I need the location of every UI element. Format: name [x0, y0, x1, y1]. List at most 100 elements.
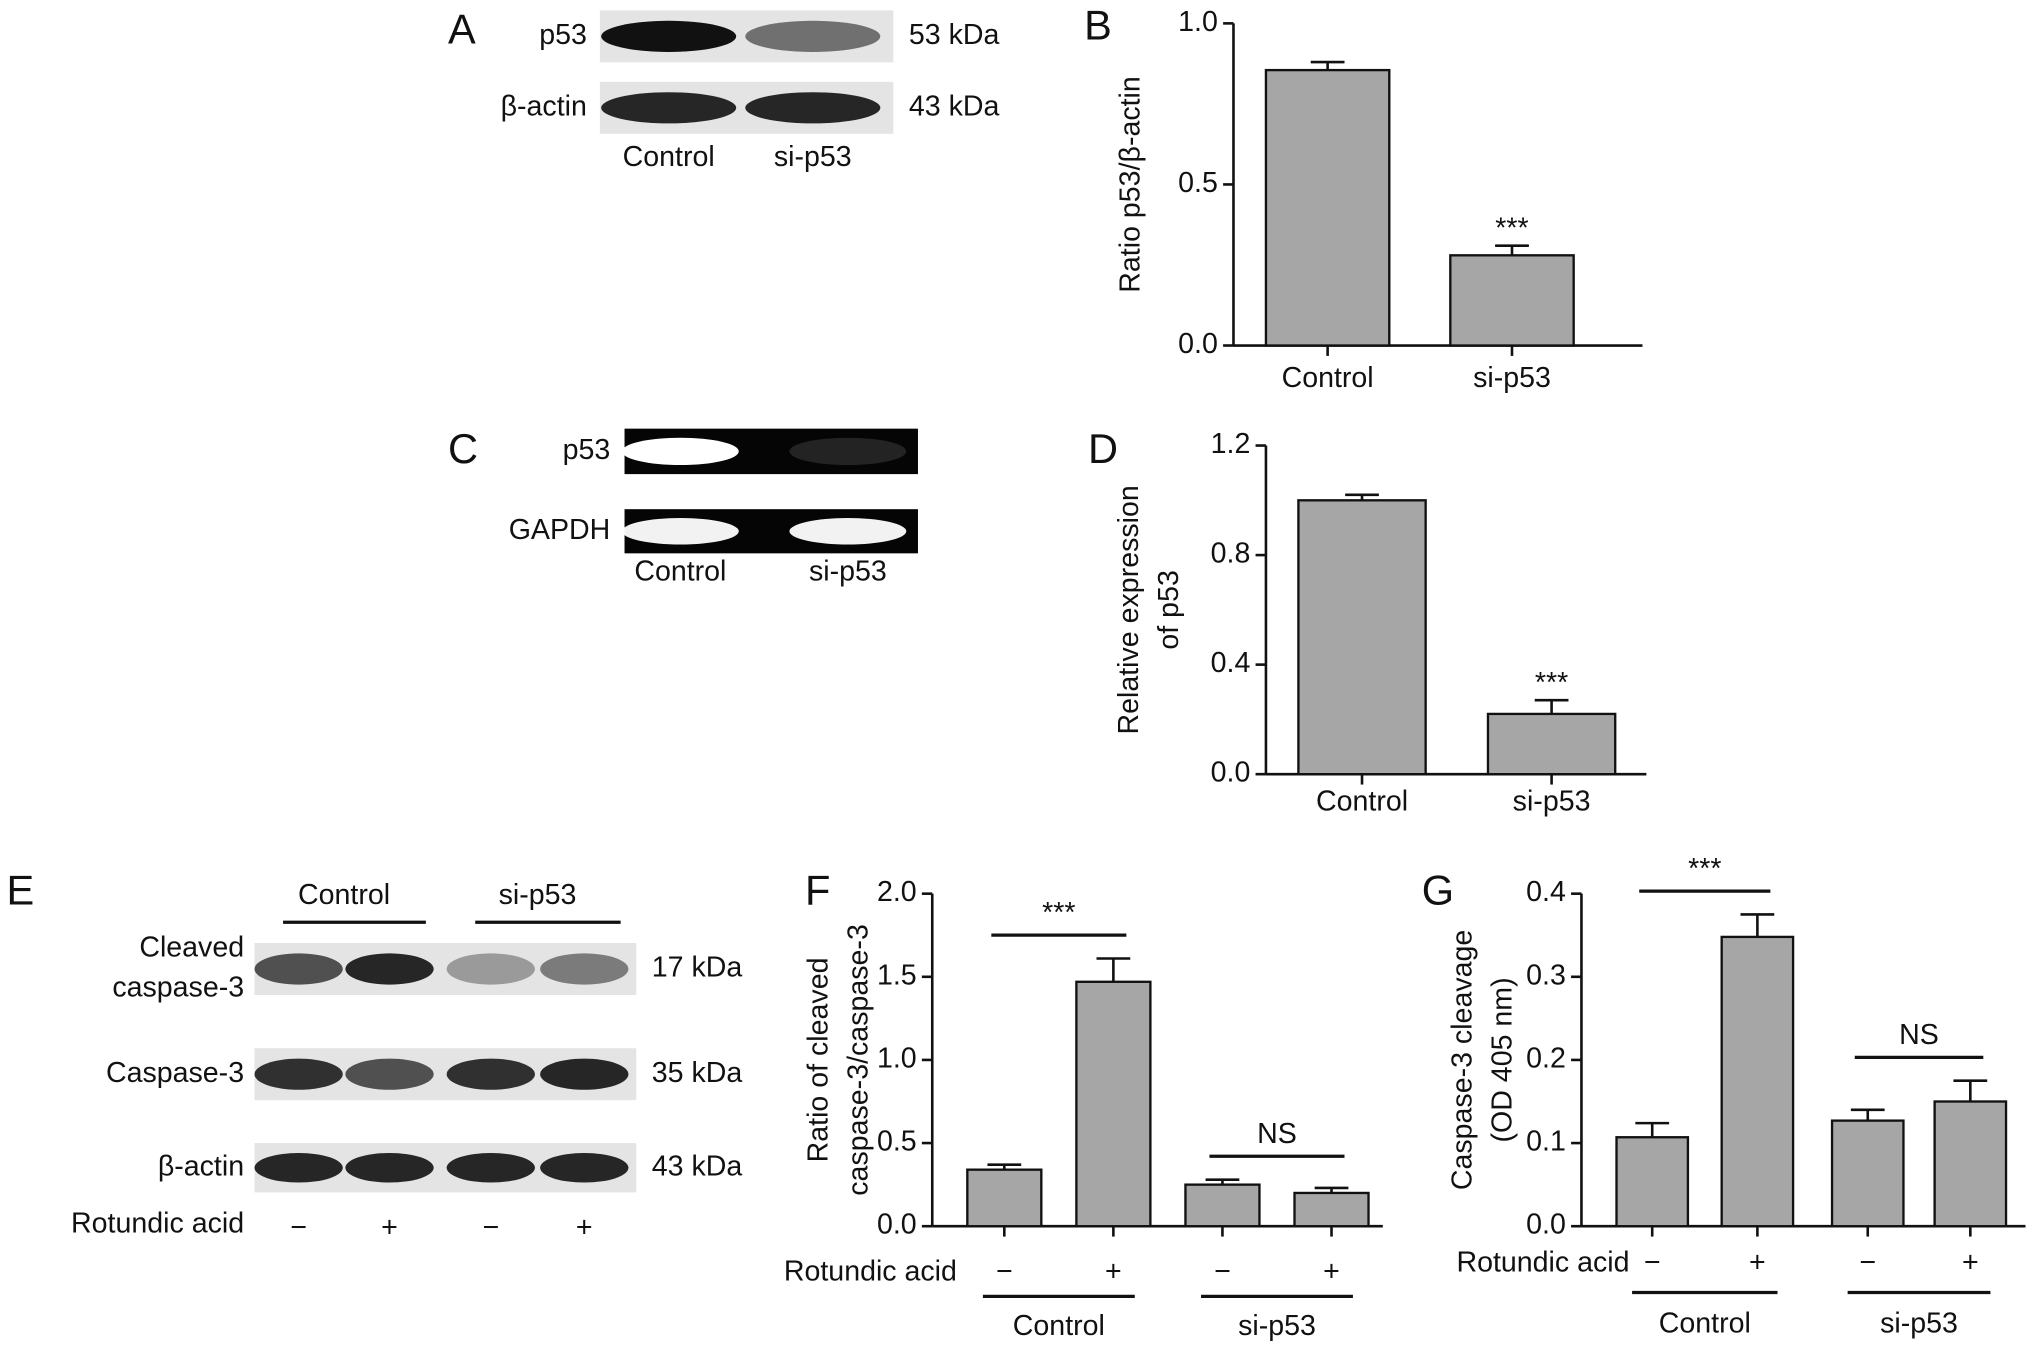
- x-tick-label: Control: [1316, 785, 1408, 817]
- error-bar: [1740, 913, 1775, 937]
- treatment-sign: −: [482, 1211, 499, 1243]
- bar: [966, 1168, 1043, 1228]
- blot-band: [789, 437, 907, 466]
- y-tick-label: 1.2: [1211, 428, 1251, 460]
- treatment-sign: +: [381, 1211, 398, 1243]
- group-label: Control: [1659, 1307, 1751, 1339]
- x-tick-label: +: [1749, 1246, 1766, 1278]
- bar: [1720, 935, 1795, 1228]
- blot-band: [254, 953, 343, 985]
- y-axis-label: Caspase-3 cleavage: [1446, 930, 1478, 1190]
- y-tick-label: 0.0: [1178, 328, 1218, 360]
- y-tick-label: 1.0: [1178, 6, 1218, 38]
- x-tick-label: −: [1644, 1246, 1661, 1278]
- treatment-sign: −: [290, 1211, 307, 1243]
- blot-band: [540, 953, 629, 985]
- blot-row-label: Caspase-3: [106, 1057, 244, 1089]
- error-bar: [1850, 1108, 1885, 1121]
- y-axis-label: of p53: [1153, 570, 1185, 649]
- blot-row-label: GAPDH: [509, 514, 611, 546]
- blot-band: [789, 518, 907, 545]
- y-tick-label: 0.8: [1211, 538, 1251, 570]
- x-tick-label: +: [1105, 1256, 1122, 1288]
- error-bar: [1534, 698, 1569, 714]
- treatment-label: Rotundic acid: [1456, 1246, 1629, 1278]
- y-tick-label: 0.0: [1211, 757, 1251, 789]
- y-tick-label: 0.5: [877, 1126, 917, 1158]
- panel-label: D: [1088, 425, 1118, 472]
- y-tick-label: 1.5: [877, 959, 917, 991]
- error-bar: [1096, 957, 1131, 982]
- bar: [1449, 254, 1575, 347]
- y-axis-label: Ratio of cleaved: [802, 957, 834, 1162]
- lane-label: Control: [623, 141, 715, 173]
- blot-band: [254, 1058, 343, 1090]
- blot-band: [254, 1152, 343, 1183]
- x-tick-label: si-p53: [1513, 785, 1591, 817]
- blot-band: [601, 92, 737, 124]
- molecular-weight: 35 kDa: [652, 1057, 743, 1089]
- panel-label: A: [448, 5, 476, 52]
- panel-label: F: [805, 867, 830, 914]
- bar: [1075, 980, 1152, 1228]
- error-bar: [1495, 244, 1529, 256]
- blot-band: [621, 518, 739, 545]
- blot-row-label: p53: [563, 434, 611, 466]
- x-tick-label: −: [1859, 1246, 1876, 1278]
- y-axis-label: caspase-3/caspase-3: [843, 924, 875, 1196]
- blot-band: [446, 1152, 535, 1183]
- y-tick-label: 2.0: [877, 876, 917, 908]
- y-tick-label: 0.4: [1526, 876, 1566, 908]
- blot-band: [621, 437, 739, 466]
- y-tick-label: 0.3: [1526, 959, 1566, 991]
- x-tick-label: +: [1962, 1246, 1979, 1278]
- bar: [1184, 1183, 1261, 1228]
- blot-band: [601, 20, 737, 52]
- blot-band: [446, 953, 535, 985]
- significance-label: NS: [1257, 1118, 1297, 1150]
- group-label: si-p53: [1880, 1307, 1958, 1339]
- panel-label: G: [1422, 867, 1454, 914]
- y-tick-label: 0.0: [877, 1209, 917, 1241]
- blot-band: [345, 1152, 434, 1183]
- y-tick-label: 0.1: [1526, 1126, 1566, 1158]
- y-tick-label: 0.0: [1526, 1209, 1566, 1241]
- blot-row-label: p53: [539, 19, 587, 51]
- blot-band: [345, 1058, 434, 1090]
- y-tick-label: 0.2: [1526, 1042, 1566, 1074]
- panel-label: B: [1084, 2, 1112, 49]
- molecular-weight: 53 kDa: [909, 19, 1000, 51]
- bar: [1933, 1100, 2008, 1228]
- blot-row-label: β-actin: [501, 90, 587, 122]
- significance-label: ***: [1042, 897, 1075, 929]
- bar: [1264, 68, 1391, 347]
- significance-label: ***: [1495, 213, 1528, 245]
- panel-label: C: [448, 425, 478, 472]
- y-axis-label: Ratio p53/β-actin: [1115, 76, 1147, 293]
- significance-label: ***: [1688, 853, 1721, 885]
- error-bar: [1310, 60, 1345, 71]
- panel-label: E: [6, 867, 34, 914]
- treatment-label: Rotundic acid: [71, 1207, 244, 1239]
- blot-row-label: caspase-3: [112, 972, 244, 1004]
- x-tick-label: −: [1214, 1256, 1231, 1288]
- molecular-weight: 17 kDa: [652, 952, 743, 984]
- y-tick-label: 0.5: [1178, 167, 1218, 199]
- bar: [1615, 1136, 1690, 1228]
- significance-label: ***: [1535, 667, 1568, 699]
- treatment-label: Rotundic acid: [784, 1256, 957, 1288]
- y-tick-label: 0.4: [1211, 647, 1251, 679]
- blot-band: [745, 92, 881, 124]
- group-label: si-p53: [499, 879, 577, 911]
- molecular-weight: 43 kDa: [652, 1150, 743, 1182]
- x-tick-label: +: [1323, 1256, 1340, 1288]
- lane-label: si-p53: [774, 141, 852, 173]
- y-tick-label: 1.0: [877, 1042, 917, 1074]
- x-tick-label: −: [996, 1256, 1013, 1288]
- group-label: Control: [298, 879, 390, 911]
- error-bar: [1635, 1121, 1670, 1138]
- molecular-weight: 43 kDa: [909, 90, 1000, 122]
- group-label: si-p53: [1238, 1310, 1316, 1342]
